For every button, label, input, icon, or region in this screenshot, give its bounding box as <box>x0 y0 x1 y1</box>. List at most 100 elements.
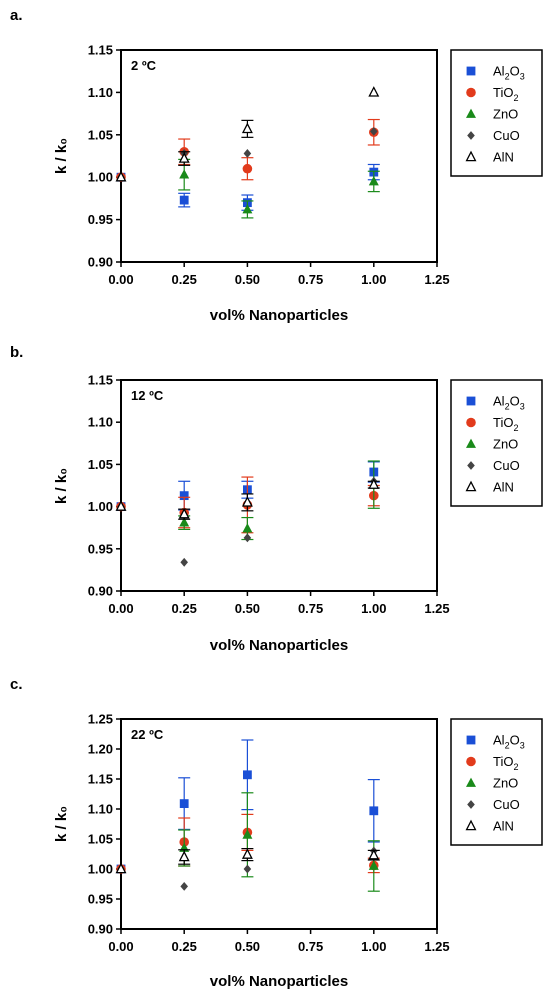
x-axis-title: vol% Nanoparticles <box>210 973 348 990</box>
y-tick-label: 0.90 <box>88 584 113 599</box>
y-tick-label: 1.10 <box>88 415 113 430</box>
legend-label: AlN <box>493 150 514 165</box>
legend-box <box>450 49 543 177</box>
legend-marker <box>465 480 477 492</box>
x-tick-label: 0.75 <box>298 272 323 287</box>
legend-label: ZnO <box>493 107 518 122</box>
temperature-label: 12 ºC <box>131 388 164 403</box>
data-point <box>241 496 253 507</box>
x-tick-label: 0.25 <box>172 939 197 954</box>
y-tick-label: 1.05 <box>88 832 113 847</box>
legend-label: ZnO <box>493 437 518 452</box>
legend-label: AlN <box>493 480 514 495</box>
y-tick-label: 0.90 <box>88 255 113 270</box>
plot-frame <box>120 718 438 930</box>
y-tick-label: 1.25 <box>88 712 113 727</box>
x-tick-label: 0.00 <box>108 939 133 954</box>
y-tick-label: 1.15 <box>88 772 113 787</box>
data-point <box>115 862 127 874</box>
legend-box <box>450 718 543 846</box>
legend-label: Al2O3 <box>493 394 525 412</box>
legend-box <box>450 379 543 507</box>
y-tick-label: 1.15 <box>88 373 113 388</box>
x-tick-label: 1.25 <box>424 272 449 287</box>
legend-marker <box>466 777 476 787</box>
y-tick-label: 0.90 <box>88 922 113 937</box>
x-tick-label: 0.25 <box>172 272 197 287</box>
data-point <box>115 500 127 511</box>
series-aln <box>115 86 380 182</box>
data-point <box>242 204 253 214</box>
y-axis-title: k / k₀ <box>53 138 70 174</box>
data-point <box>180 882 188 891</box>
x-axis-title: vol% Nanoparticles <box>210 307 348 324</box>
x-axis-title: vol% Nanoparticles <box>210 637 348 654</box>
x-tick-label: 1.00 <box>361 939 386 954</box>
series-zno <box>116 792 380 892</box>
chart-panel-b: b. 0.90 0.95 1.00 1.05 1.10 1.15 0.00 0.25 0.50 0.… <box>10 344 543 654</box>
legend-marker <box>465 150 477 162</box>
chart-panel-c: c. 0.90 0.95 1.00 1.05 1.10 1.15 1.20 1.25 0.00 0.… <box>10 676 543 990</box>
panel-letter: b. <box>10 344 23 361</box>
legend-marker <box>466 396 476 406</box>
legend: Al2O3 TiO2 ZnO CuO AlN <box>450 718 543 846</box>
data-point <box>369 806 379 816</box>
data-point <box>243 864 252 874</box>
y-tick-label: 0.95 <box>88 892 113 907</box>
x-tick-label: 0.00 <box>108 601 133 616</box>
data-point <box>368 848 380 860</box>
y-tick-label: 0.95 <box>88 212 113 227</box>
data-point <box>179 491 189 501</box>
panel-letter: c. <box>10 676 23 693</box>
y-tick-label: 1.10 <box>88 85 113 100</box>
data-point <box>242 829 253 839</box>
x-tick-label: 1.00 <box>361 601 386 616</box>
data-point <box>243 770 252 780</box>
data-point <box>179 517 190 527</box>
data-point <box>242 523 253 533</box>
temperature-label: 2 ºC <box>131 58 157 73</box>
data-point <box>368 860 379 870</box>
legend-marker <box>465 819 477 831</box>
legend-label: TiO2 <box>493 754 518 772</box>
legend-label: ZnO <box>493 776 518 791</box>
legend-marker <box>466 438 476 448</box>
data-point <box>368 478 380 489</box>
plot-frame <box>120 379 438 592</box>
legend: Al2O3 TiO2 ZnO CuO AlN <box>450 49 543 177</box>
data-point <box>115 170 127 182</box>
data-point <box>180 557 188 567</box>
series-aln <box>115 847 380 874</box>
data-point <box>243 149 252 158</box>
x-tick-label: 0.50 <box>235 939 260 954</box>
data-point <box>241 122 253 134</box>
legend-label: CuO <box>493 797 520 812</box>
y-tick-label: 1.00 <box>88 170 113 185</box>
panel-letter: a. <box>10 7 23 24</box>
legend-label: TiO2 <box>493 415 518 433</box>
legend-marker <box>466 735 476 745</box>
legend-label: Al2O3 <box>493 64 525 82</box>
legend-marker <box>466 108 476 118</box>
x-tick-label: 1.25 <box>424 601 449 616</box>
data-point <box>241 848 253 859</box>
chart-panel-a: a. 0.90 0.95 1.00 1.05 1.10 1.15 0.00 0.25 0.50 0.… <box>10 7 543 324</box>
y-tick-label: 0.95 <box>88 541 113 556</box>
legend: Al2O3 TiO2 ZnO CuO AlN <box>450 379 543 507</box>
legend-marker <box>466 87 476 98</box>
x-tick-label: 0.75 <box>298 601 323 616</box>
data-point <box>368 176 379 186</box>
plot-frame <box>120 49 438 263</box>
y-tick-label: 1.05 <box>88 457 113 472</box>
x-tick-label: 1.25 <box>424 939 449 954</box>
legend-marker <box>467 131 475 140</box>
data-point <box>178 507 190 519</box>
legend-marker <box>467 800 475 809</box>
data-point <box>370 127 378 136</box>
y-tick-label: 1.15 <box>88 43 113 58</box>
x-tick-label: 0.75 <box>298 939 323 954</box>
y-tick-label: 1.00 <box>88 499 113 514</box>
data-point <box>368 86 380 97</box>
data-point <box>178 152 190 163</box>
